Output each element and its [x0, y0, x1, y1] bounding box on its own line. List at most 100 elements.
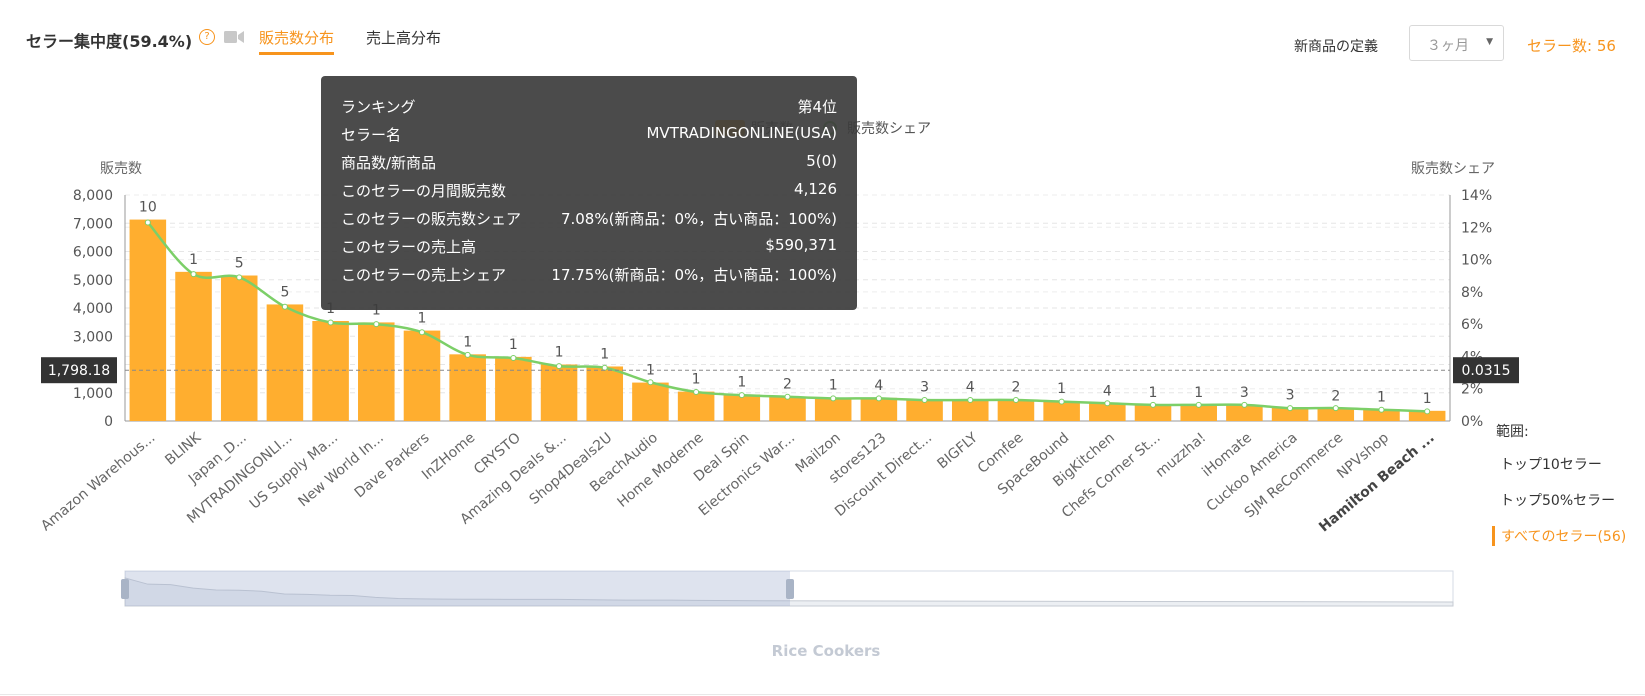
bar [814, 397, 852, 421]
bar [495, 356, 532, 421]
tooltip-row-products: 商品数/新商品 5(0) [341, 152, 837, 180]
divider [0, 694, 1645, 695]
bar [1089, 403, 1126, 421]
range-label: 範囲: [1496, 424, 1529, 440]
bar-count-label: 3 [1240, 385, 1249, 401]
bar-count-label: 3 [1286, 388, 1295, 404]
share-point [1195, 401, 1202, 408]
tooltip-label: このセラーの売上シェア [341, 266, 507, 284]
bar-count-label: 4 [966, 380, 975, 396]
bar-count-label: 2 [1011, 380, 1020, 396]
bar-count-label: 5 [235, 256, 244, 272]
share-point [784, 393, 791, 400]
share-point [464, 351, 471, 358]
y-tick-label: 4,000 [73, 301, 113, 317]
bar [449, 354, 486, 421]
bar [266, 304, 304, 421]
x-tick-label: Amazon Warehous... [38, 430, 158, 535]
crosshair-label-left: 1,798.18 [48, 363, 110, 379]
y-tick-label: 5,000 [73, 273, 113, 289]
y2-tick-label: 10% [1461, 253, 1492, 269]
bar-count-label: 3 [920, 380, 929, 396]
share-point [1287, 405, 1294, 412]
bar-count-label: 1 [1377, 390, 1386, 406]
range-top50pct-option[interactable]: トップ50%セラー [1500, 493, 1616, 509]
tooltip-label: このセラーの売上高 [341, 238, 477, 256]
seller-tooltip: ランキング 第4位 セラー名 MVTRADINGONLINE(USA) 商品数/… [321, 76, 857, 310]
bar [1043, 401, 1080, 421]
share-point [830, 395, 837, 402]
tab-sales-distribution[interactable]: 販売数分布 [259, 29, 335, 55]
share-point [418, 329, 425, 336]
bar [586, 366, 624, 421]
range-all-option[interactable]: すべてのセラー(56) [1492, 526, 1626, 546]
share-point [1058, 398, 1065, 405]
bar [403, 330, 441, 421]
share-point [875, 395, 882, 402]
zoom-slider-handle [121, 579, 129, 599]
tooltip-label: 商品数/新商品 [341, 154, 437, 172]
bar-count-label: 1 [555, 345, 564, 361]
share-point [281, 303, 288, 310]
tooltip-value: $590,371 [765, 236, 837, 254]
bar-count-label: 1 [509, 337, 518, 353]
period-select[interactable]: ３ヶ月 ▼ [1409, 25, 1504, 61]
legend-label-share: 販売数シェア [847, 121, 931, 137]
seller-count: セラー数: 56 [1527, 37, 1616, 55]
bar [540, 364, 578, 421]
y2-tick-label: 6% [1461, 317, 1483, 333]
y2-tick-label: 14% [1461, 188, 1492, 204]
x-tick-label: muzzha! [1153, 430, 1209, 481]
bar [220, 275, 258, 421]
bar-count-label: 1 [1423, 391, 1432, 407]
zoom-slider-preview [124, 577, 1454, 607]
share-point [236, 274, 243, 281]
bar-count-label: 4 [1103, 383, 1112, 399]
bar-count-label: 1 [1057, 381, 1066, 397]
bar [129, 219, 167, 421]
share-point [601, 364, 608, 371]
bar [906, 399, 943, 421]
bar [1408, 410, 1446, 421]
share-point [1150, 401, 1157, 408]
tab-revenue-distribution[interactable]: 売上高分布 [366, 29, 442, 47]
share-point [647, 379, 654, 386]
bar [175, 271, 212, 421]
bar [769, 396, 806, 421]
share-point [967, 397, 974, 404]
period-select-value: ３ヶ月 [1427, 38, 1469, 54]
range-top10-option[interactable]: トップ10セラー [1500, 457, 1602, 473]
help-icon[interactable]: ? [199, 29, 215, 45]
bar-count-label: 1 [737, 374, 746, 390]
share-point [1424, 408, 1431, 415]
y-tick-label: 1,000 [73, 386, 113, 402]
bar-count-label: 2 [1331, 389, 1340, 405]
bar [1226, 405, 1263, 421]
zoom-slider-handle [786, 579, 794, 599]
bar [677, 391, 715, 421]
y-tick-label: 8,000 [73, 188, 113, 204]
share-point [144, 219, 151, 226]
bar [1317, 408, 1355, 421]
tooltip-row-seller-name: セラー名 MVTRADINGONLINE(USA) [341, 124, 837, 152]
tooltip-value: 第4位 [797, 98, 837, 116]
y2-tick-label: 2% [1461, 382, 1483, 398]
share-point [327, 319, 334, 326]
share-point [1241, 401, 1248, 408]
bar-count-label: 5 [280, 284, 289, 300]
y2-tick-label: 12% [1461, 220, 1492, 236]
tooltip-label: セラー名 [341, 126, 402, 144]
bar [1134, 404, 1172, 421]
video-icon[interactable] [224, 30, 244, 44]
tooltip-row-monthly-sales: このセラーの月間販売数 4,126 [341, 180, 837, 208]
share-point [1104, 400, 1111, 407]
crosshair-label-box-right [1453, 357, 1519, 384]
bar [860, 397, 898, 421]
zoom-slider-selection [125, 571, 790, 606]
tooltip-row-revenue: このセラーの売上高 $590,371 [341, 236, 837, 264]
x-tick-label: BLINK [162, 429, 204, 468]
bar-count-label: 1 [463, 334, 472, 350]
x-tick-label: Shop4Deals2U [527, 430, 616, 508]
x-tick-label: BIGFLY [934, 430, 981, 473]
bar [997, 399, 1035, 421]
